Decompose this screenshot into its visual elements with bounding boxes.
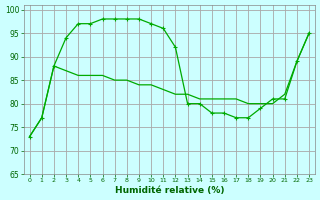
X-axis label: Humidité relative (%): Humidité relative (%): [115, 186, 224, 195]
